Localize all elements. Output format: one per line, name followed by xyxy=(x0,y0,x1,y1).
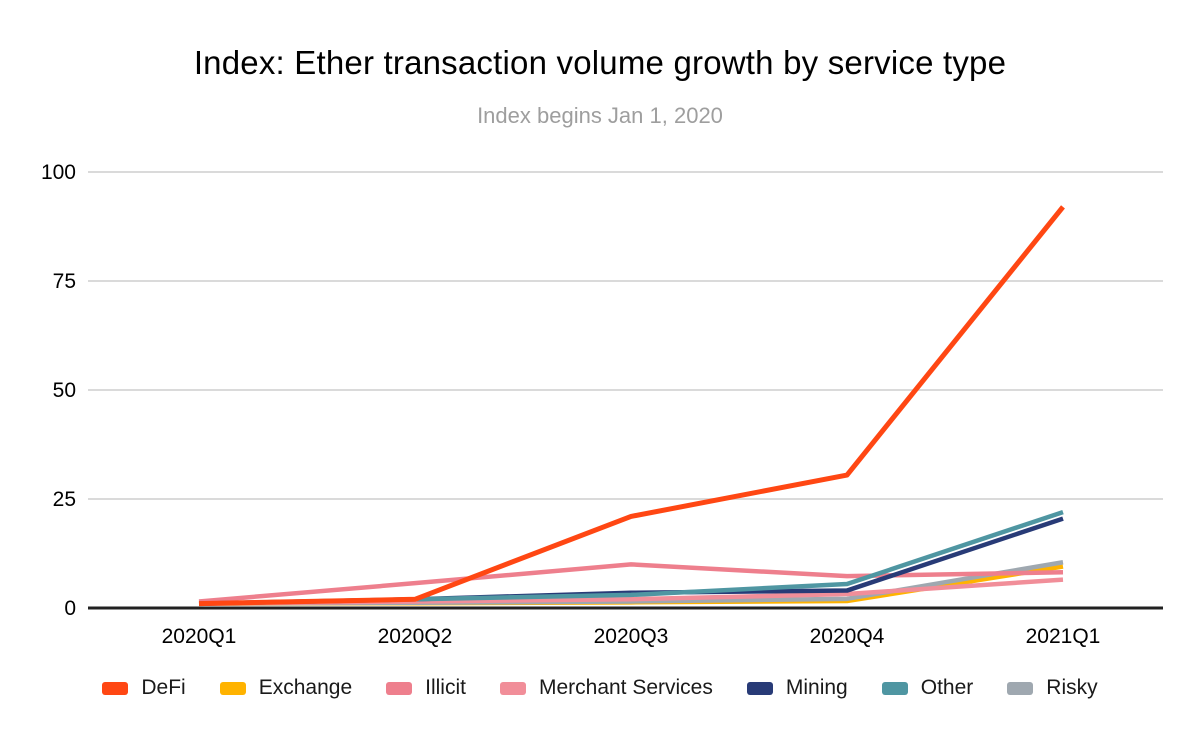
legend-label: Mining xyxy=(785,676,848,699)
legend-swatch-icon xyxy=(102,681,129,695)
y-axis-tick-label: 75 xyxy=(53,270,76,293)
legend-item-defi: DeFi xyxy=(102,676,186,700)
legend-item-other: Other xyxy=(881,676,974,700)
legend-item-merchant-services: Merchant Services xyxy=(499,676,713,700)
x-axis-tick-label: 2021Q1 xyxy=(1026,625,1101,648)
series-line-defi xyxy=(198,205,1065,607)
legend-swatch-icon xyxy=(1007,681,1034,695)
chart-legend: DeFi Exchange Illicit Merchant Services Mini… xyxy=(0,676,1200,700)
y-axis-tick-label: 100 xyxy=(41,161,76,184)
legend-item-illicit: Illicit xyxy=(386,676,466,700)
x-axis-tick-label: 2020Q2 xyxy=(378,625,453,648)
x-axis-tick-label: 2020Q4 xyxy=(810,625,885,648)
legend-item-mining: Mining xyxy=(746,676,848,700)
legend-swatch-icon xyxy=(746,681,773,695)
x-axis-tick-label: 2020Q3 xyxy=(594,625,669,648)
x-axis-tick-label: 2020Q1 xyxy=(162,625,237,648)
legend-swatch-icon xyxy=(386,681,413,695)
legend-item-exchange: Exchange xyxy=(219,676,353,700)
chart-subtitle: Index begins Jan 1, 2020 xyxy=(477,103,723,128)
legend-label: Risky xyxy=(1046,676,1098,699)
y-axis-tick-label: 50 xyxy=(53,379,76,402)
legend-label: Other xyxy=(920,676,974,699)
chart-title: Index: Ether transaction volume growth b… xyxy=(193,44,1007,81)
legend-label: DeFi xyxy=(141,676,186,699)
legend-swatch-icon xyxy=(219,681,246,695)
y-axis-tick-label: 0 xyxy=(64,597,76,620)
legend-swatch-icon xyxy=(499,681,526,695)
legend-label: Merchant Services xyxy=(538,676,713,699)
legend-label: Illicit xyxy=(425,676,466,699)
y-axis-tick-label: 25 xyxy=(53,488,76,511)
series-line-illicit xyxy=(198,562,1064,604)
legend-swatch-icon xyxy=(881,681,908,695)
legend-item-risky: Risky xyxy=(1007,676,1098,700)
legend-label: Exchange xyxy=(258,676,353,699)
